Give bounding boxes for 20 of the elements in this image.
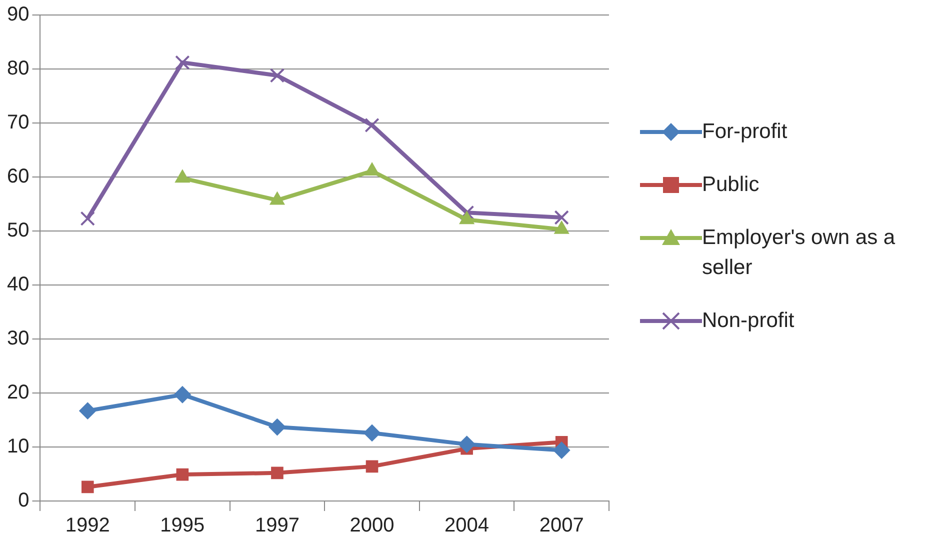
x-tick-label: 1995 xyxy=(160,514,205,537)
y-tick-label: 30 xyxy=(6,328,30,350)
y-tick-label: 0 xyxy=(18,490,30,512)
x-tick-label: 1997 xyxy=(254,514,300,537)
legend-label: Non-profit xyxy=(702,308,794,334)
legend-label: For-profit xyxy=(702,119,788,145)
y-tick-label: 60 xyxy=(6,166,30,188)
y-tick-label: 10 xyxy=(6,436,30,458)
x-tick-label: 1992 xyxy=(65,514,110,537)
y-tick-label: 20 xyxy=(6,382,30,404)
x-tick-label: 2004 xyxy=(444,514,490,537)
x-tick-label: 2007 xyxy=(539,514,584,537)
legend-label: Public xyxy=(702,172,760,198)
legend-label: Employer's own as a seller xyxy=(702,225,896,281)
y-tick-label: 50 xyxy=(6,220,30,242)
y-tick-label: 80 xyxy=(6,58,30,80)
x-tick-label: 2000 xyxy=(350,514,394,537)
y-tick-label: 70 xyxy=(6,112,30,134)
y-tick-label: 90 xyxy=(6,4,30,26)
y-tick-label: 40 xyxy=(6,274,30,296)
